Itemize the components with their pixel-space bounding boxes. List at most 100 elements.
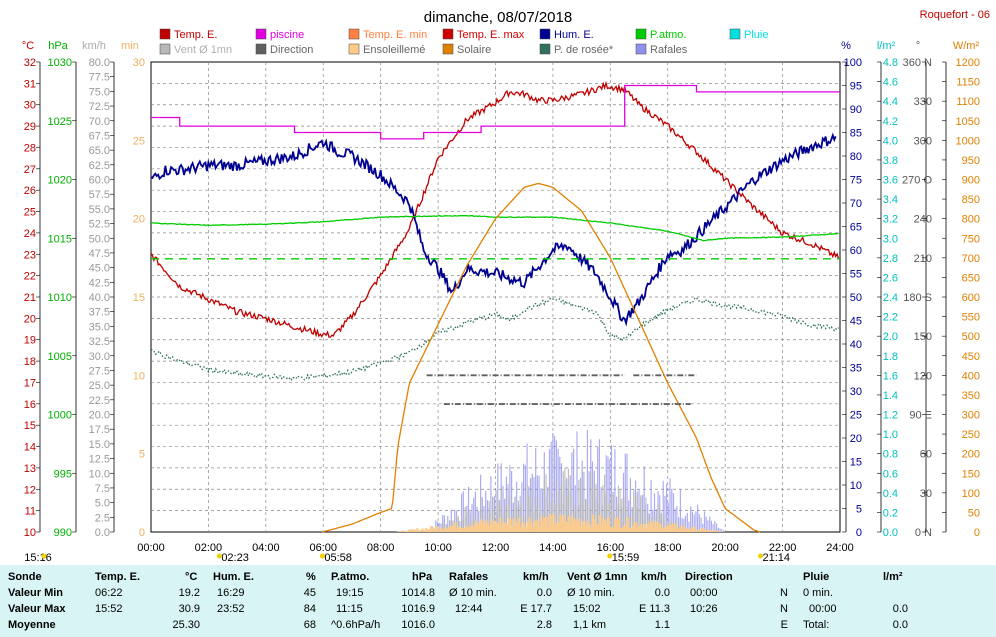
axis-dir-tick-9: 270 O [902,175,932,187]
stats-pluie-r3a: Total: [803,619,830,631]
stats-rafales-label: Rafales [449,571,489,583]
axis-vent-tick-21: 52.5 [89,219,110,231]
axis-vent-tick-27: 67.5 [89,130,110,142]
axis-vent-tick-29: 72.5 [89,101,110,113]
axis-dir-tick-11: 330 [914,96,932,108]
series-temp-0 [150,80,840,338]
stats-direction-r1b: N [780,587,788,599]
axis-hum-tick-1: 5 [856,504,862,516]
axis-hum-tick-13: 65 [850,222,862,234]
legend-label-temp: Temp. E. [174,29,217,41]
axis-vent-tick-13: 32.5 [89,336,110,348]
legend-swatch-solaire [442,43,454,55]
stats-hum-max: 84 [303,603,316,615]
stats-patm-max: 1016.9 [401,603,435,615]
axis-temp-tick-20: 30 [24,100,36,112]
legend-label-hum: Hum. E. [554,29,594,41]
axis-dir-tick-5: 150 [914,331,932,343]
axis-temp-tick-18: 28 [24,142,36,154]
axis-vent-tick-14: 35.0 [89,321,110,333]
axis-solaire-tick-5: 250 [962,429,980,441]
axis-patm-tick-4: 1010 [48,292,72,304]
stats-direction-r2b: N [780,603,788,615]
stats-hum-avg: 68 [303,619,316,631]
stats-direction-r2a: 10:26 [690,603,718,615]
time-marker-icon-1 [216,553,222,559]
stats-vent-r3a: 1,1 km [573,619,607,631]
bars-ensoleillement [395,513,726,532]
axis-unit-6: ° [916,40,920,52]
axis-patm-tick-6: 1020 [48,175,72,187]
axis-dir-tick-6: 180 S [903,292,932,304]
axis-hum-tick-19: 95 [850,81,862,93]
axis-temp-tick-19: 29 [24,121,36,133]
stats-pluie-r1a: 0 min. [803,587,833,599]
series-patm-3 [150,214,839,242]
axis-vent-tick-1: 2.5 [95,512,110,524]
station-name: Roquefort - 06 [920,9,990,21]
axis-hum-tick-3: 15 [850,457,862,469]
stats-table: Sonde Valeur Min Valeur Max Moyenne Temp… [0,565,996,637]
axis-min-tick-6: 30 [133,57,145,69]
axis-temp-tick-0: 10 [24,527,36,539]
legend-swatch-vent [159,43,171,55]
axis-temp-tick-14: 24 [24,228,36,240]
axis-hum-tick-20: 100 [844,57,862,69]
stats-pluie-label: Pluie [803,571,830,583]
axis-vent-tick-17: 42.5 [89,277,110,289]
axis-temp-tick-15: 25 [24,207,36,219]
x-tick-10: 20:00 [711,542,739,554]
legend-label-temp_max: Temp. E. max [457,29,525,41]
x-tick-11: 22:00 [769,542,797,554]
axis-solaire-tick-18: 900 [962,175,980,187]
x-tick-3: 06:00 [309,542,337,554]
axis-vent-tick-28: 70.0 [89,116,110,128]
axis-temp-tick-4: 14 [24,442,36,454]
stats-vent-unit: km/h [641,571,667,583]
stats-hum-max-time: 23:52 [217,603,245,615]
axis-solaire-tick-10: 500 [962,331,980,343]
axis-solaire-tick-13: 650 [962,272,980,284]
axis-vent-tick-22: 55.0 [89,204,110,216]
axis-vent-tick-4: 10.0 [89,468,110,480]
stats-patm-unit: hPa [412,571,433,583]
axis-hum-tick-2: 10 [850,480,862,492]
axis-vent-tick-32: 80.0 [89,57,110,69]
axis-temp-tick-1: 11 [25,506,36,518]
axis-solaire-tick-23: 1150 [956,77,980,89]
axis-pluie-tick-4: 0.8 [883,449,898,461]
axis-pluie-tick-24: 4.8 [883,57,898,69]
axis-unit-4: % [841,40,851,52]
stats-pluie-unit: l/m² [883,571,903,583]
axis-temp-tick-10: 20 [24,313,36,325]
axis-solaire-tick-7: 350 [962,390,980,402]
stats-vent-r1a: Ø 10 min. [567,587,615,599]
time-marker-icon-2 [319,553,325,559]
axis-vent-tick-15: 37.5 [89,307,110,319]
axis-pluie-tick-20: 4.0 [883,135,898,147]
axis-min-tick-1: 5 [139,449,145,461]
legend-swatch-ensoleillement [348,43,360,55]
axis-min-tick-5: 25 [133,135,145,147]
stats-vent-r1b: 0.0 [654,587,670,599]
axis-pluie-tick-9: 1.8 [883,351,898,363]
axis-patm-tick-0: 990 [54,527,72,539]
stats-rafales-r2a: 12:44 [455,603,483,615]
axis-patm-tick-8: 1030 [48,57,72,69]
axis-solaire-tick-19: 950 [962,155,980,167]
axis-hum-tick-16: 80 [850,151,862,163]
axis-dir-tick-0: 0 N [915,527,932,539]
axis-vent-tick-16: 40.0 [89,292,110,304]
axis-solaire-tick-16: 800 [962,214,980,226]
axis-pluie-tick-17: 3.4 [883,194,898,206]
x-tick-5: 10:00 [424,542,452,554]
axis-temp-tick-9: 19 [24,335,36,347]
legend-swatch-rafales [635,43,647,55]
stats-temp-max: 30.9 [178,603,200,615]
axis-unit-7: W/m² [953,40,980,52]
axis-pluie-tick-1: 0.2 [883,507,898,519]
axis-hum-tick-14: 70 [850,198,862,210]
stats-vent-avg: 1.1 [654,619,670,631]
axis-solaire-tick-15: 750 [962,233,980,245]
axis-vent-tick-12: 30.0 [89,351,110,363]
